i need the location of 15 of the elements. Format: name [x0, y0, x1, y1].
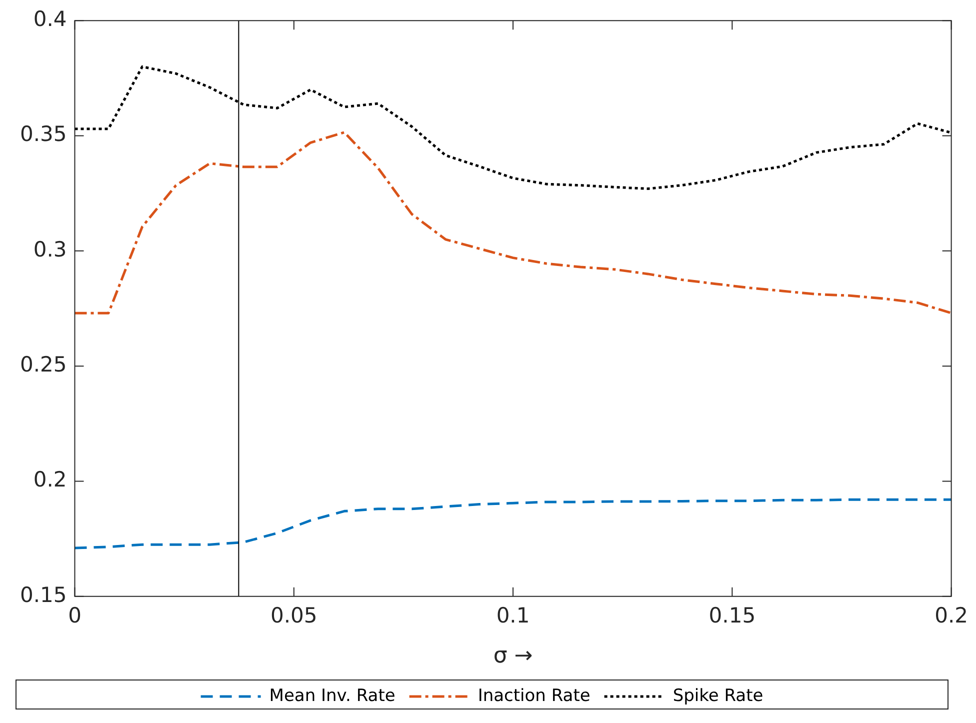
y-tick-label: 0.4	[33, 7, 67, 32]
x-axis-title: σ →	[493, 644, 533, 669]
y-tick-label: 0.15	[20, 582, 67, 607]
y-tick-label: 0.3	[33, 237, 67, 262]
legend-label: Inaction Rate	[478, 686, 590, 706]
legend-label: Mean Inv. Rate	[269, 686, 396, 706]
x-tick-label: 0.15	[708, 603, 756, 628]
x-tick-label: 0.05	[270, 603, 318, 628]
x-tick-label: 0.2	[934, 603, 968, 628]
x-tick-label: 0	[68, 603, 82, 628]
legend-label: Spike Rate	[672, 686, 764, 706]
y-tick-label: 0.25	[20, 352, 67, 377]
x-tick-label: 0.1	[496, 603, 530, 628]
y-tick-label: 0.2	[33, 468, 67, 492]
y-tick-label: 0.35	[20, 122, 67, 146]
